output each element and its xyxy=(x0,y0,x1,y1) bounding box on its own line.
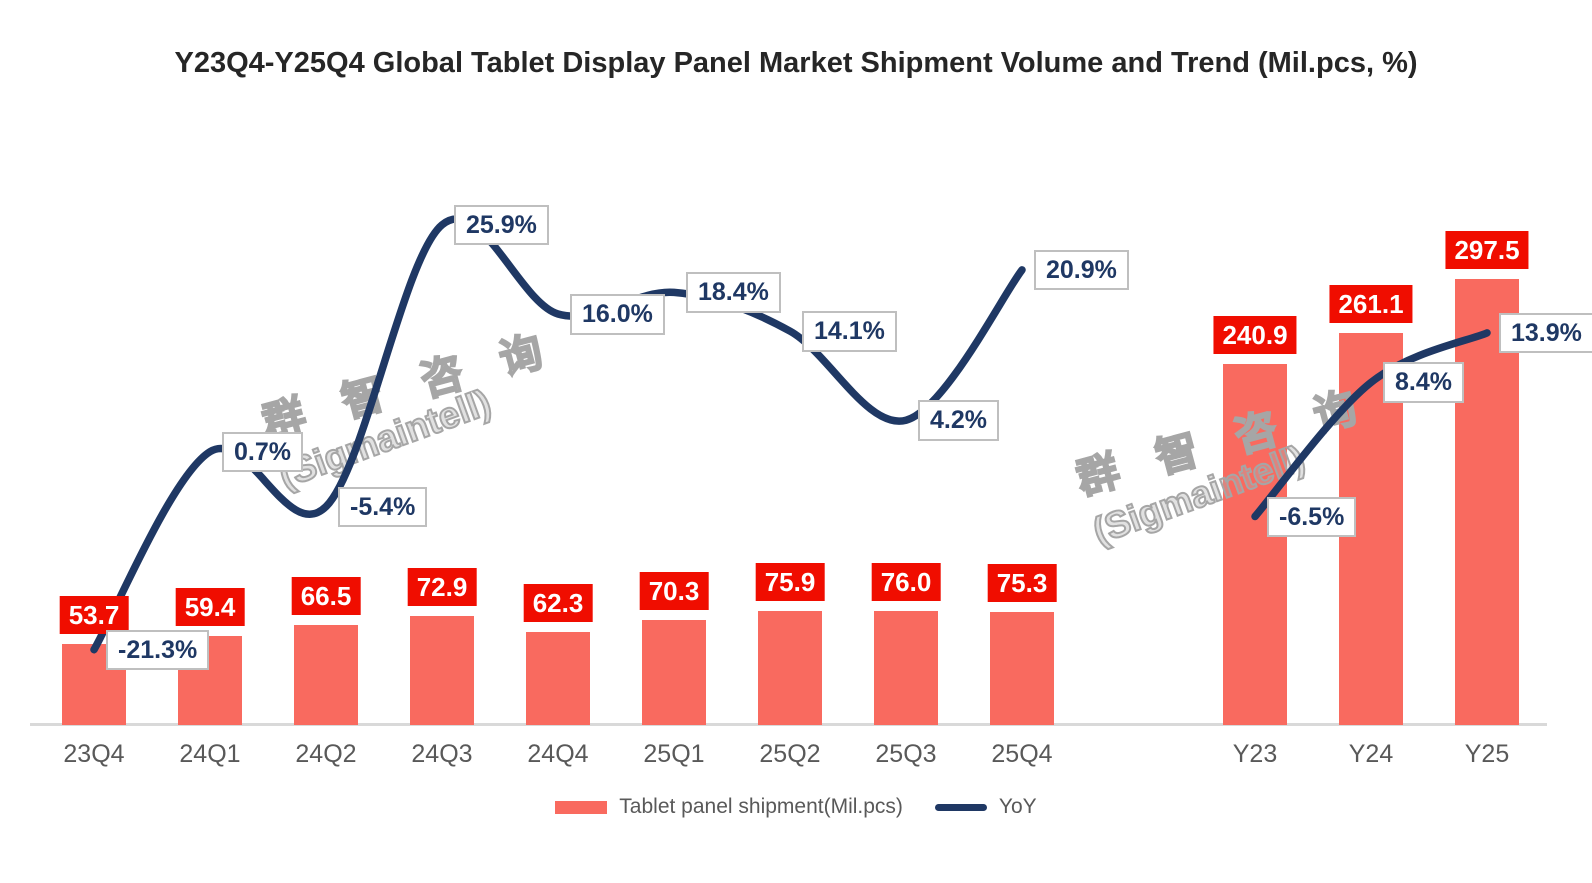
x-axis-label-25Q2: 25Q2 xyxy=(759,740,821,768)
legend-item-yoy: YoY xyxy=(934,795,1037,819)
legend-bar-swatch xyxy=(555,800,608,814)
bar-24Q4 xyxy=(526,632,590,725)
x-axis-label-24Q1: 24Q1 xyxy=(179,740,241,768)
bar-value-label-24Q1: 59.4 xyxy=(175,587,245,626)
x-axis-label-25Q1: 25Q1 xyxy=(643,740,705,768)
legend-item-shipment: Tablet panel shipment(Mil.pcs) xyxy=(555,795,903,819)
yoy-label-25Q3: 4.2% xyxy=(918,400,999,441)
bar-value-label-Y23: 240.9 xyxy=(1213,315,1297,354)
legend-line-label: YoY xyxy=(998,795,1037,818)
bar-value-label-Y24: 261.1 xyxy=(1329,284,1413,323)
bar-value-label-25Q2: 75.9 xyxy=(755,562,825,601)
bar-25Q3 xyxy=(874,611,938,725)
bar-value-label-Y25: 297.5 xyxy=(1445,230,1529,269)
bar-value-label-24Q4: 62.3 xyxy=(523,583,593,622)
x-axis-label-Y23: Y23 xyxy=(1232,740,1278,768)
bar-25Q1 xyxy=(642,620,706,725)
yoy-label-25Q4: 20.9% xyxy=(1034,249,1129,291)
x-axis-label-25Q4: 25Q4 xyxy=(991,740,1053,768)
watermark-left: 群 智 咨 询 (Sigmaintell) xyxy=(257,323,562,497)
bar-value-label-23Q4: 53.7 xyxy=(59,595,129,634)
x-axis-label-Y25: Y25 xyxy=(1464,740,1510,768)
x-axis-label-24Q3: 24Q3 xyxy=(411,740,473,768)
yoy-label-Y24: 8.4% xyxy=(1383,362,1464,403)
yoy-label-25Q2: 14.1% xyxy=(802,311,897,352)
x-axis-label-25Q3: 25Q3 xyxy=(875,740,937,768)
x-axis-label-23Q4: 23Q4 xyxy=(63,740,125,768)
yoy-label-24Q4: 16.0% xyxy=(570,294,665,335)
watermark-latin-text: (Sigmaintell) xyxy=(272,380,497,496)
legend-line-swatch xyxy=(934,803,987,811)
legend: Tablet panel shipment(Mil.pcs) YoY xyxy=(0,795,1592,819)
bar-value-label-24Q2: 66.5 xyxy=(291,576,361,615)
yoy-label-24Q1: 0.7% xyxy=(222,431,303,473)
yoy-label-24Q2: -5.4% xyxy=(338,486,428,528)
yoy-label-25Q1: 18.4% xyxy=(686,272,781,313)
legend-bar-label: Tablet panel shipment(Mil.pcs) xyxy=(619,795,903,818)
yoy-label-24Q3: 25.9% xyxy=(454,204,549,246)
bar-value-label-25Q4: 75.3 xyxy=(987,563,1057,602)
watermark-chinese-text: 群 智 咨 询 xyxy=(257,323,562,448)
bar-25Q4 xyxy=(990,612,1054,725)
x-axis-label-Y24: Y24 xyxy=(1348,740,1394,768)
x-axis-label-24Q2: 24Q2 xyxy=(295,740,357,768)
bar-24Q2 xyxy=(294,625,358,725)
yoy-label-23Q4: -21.3% xyxy=(106,629,210,671)
yoy-label-Y23: -6.5% xyxy=(1267,496,1357,537)
bar-25Q2 xyxy=(758,611,822,725)
chart-title: Y23Q4-Y25Q4 Global Tablet Display Panel … xyxy=(174,47,1418,79)
bar-value-label-25Q1: 70.3 xyxy=(639,571,709,610)
bar-Y23 xyxy=(1223,364,1287,725)
bar-value-label-24Q3: 72.9 xyxy=(407,567,477,606)
x-axis-label-24Q4: 24Q4 xyxy=(527,740,589,768)
bar-value-label-25Q3: 76.0 xyxy=(871,562,941,601)
yoy-label-Y25: 13.9% xyxy=(1499,312,1592,354)
bar-24Q3 xyxy=(410,616,474,725)
